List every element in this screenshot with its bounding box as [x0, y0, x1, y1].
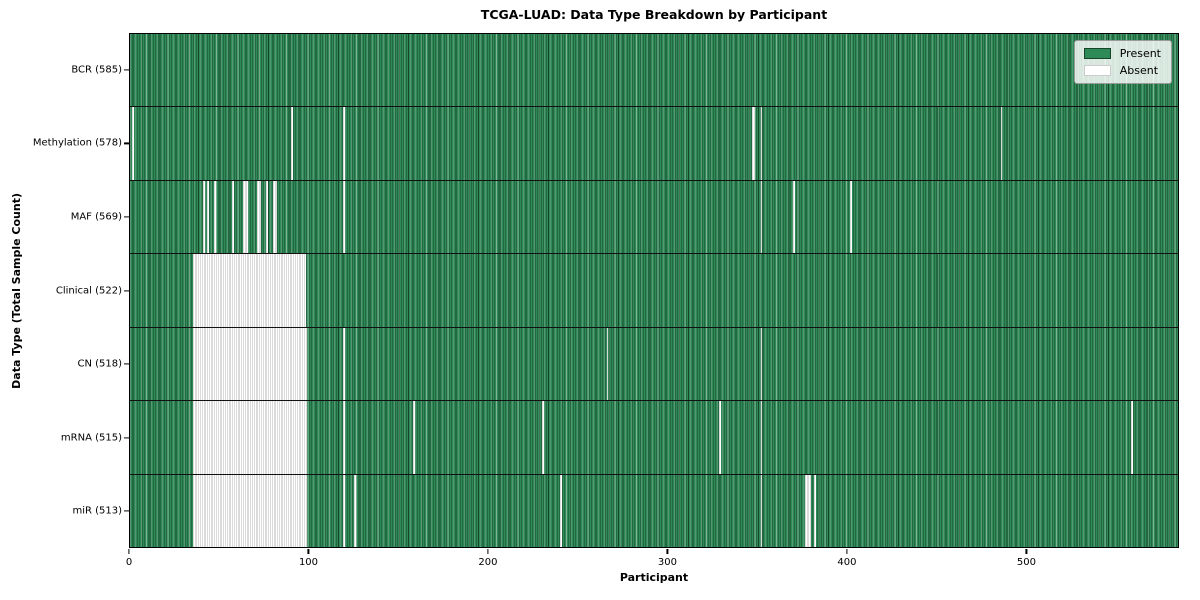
absent-segment [192, 474, 308, 547]
absent-segment [413, 401, 415, 474]
absent-segment [291, 107, 293, 180]
absent-segment [1000, 107, 1003, 180]
x-tick-label: 0 [125, 557, 133, 568]
absent-segment [214, 180, 216, 254]
plot-area: Present Absent [129, 33, 1179, 548]
x-tick-label: 500 [1016, 557, 1036, 568]
absent-segment [559, 474, 562, 547]
y-tick-label-cn: CN (518) [77, 358, 122, 370]
y-tick-mark [124, 216, 129, 218]
absent-segment [760, 401, 763, 474]
y-tick-label-mrna: mRNA (515) [60, 432, 122, 444]
absent-segment [192, 254, 306, 327]
absent-segment [266, 180, 268, 254]
y-tick-mark [124, 363, 129, 365]
y-tick-mark [124, 69, 129, 71]
absent-segment [192, 327, 308, 401]
legend-item-absent: Absent [1083, 64, 1161, 77]
y-tick-label-maf: MAF (569) [70, 211, 122, 223]
row-band-methylation [130, 107, 1178, 181]
absent-segment [131, 107, 134, 180]
x-tick-label: 100 [298, 557, 319, 568]
x-tick-label: 400 [837, 557, 857, 568]
legend-present-swatch-icon [1083, 48, 1111, 59]
legend-absent-swatch-icon [1083, 65, 1111, 76]
absent-segment [760, 327, 763, 401]
legend-label-present: Present [1119, 47, 1161, 60]
absent-segment [273, 180, 277, 254]
y-tick-label-methylation: Methylation (578) [32, 137, 122, 149]
x-tick-mark [1025, 549, 1028, 554]
absent-segment [203, 180, 206, 254]
absent-segment [232, 180, 234, 254]
y-tick-mark [124, 437, 129, 439]
row-band-clinical [130, 254, 1178, 328]
absent-segment [805, 474, 811, 547]
row-band-cn [130, 327, 1178, 402]
legend: Present Absent [1073, 40, 1172, 84]
row-band-bcr [130, 34, 1178, 108]
y-tick-marks [124, 33, 129, 548]
y-tick-mark [124, 142, 129, 144]
y-tick-mark [124, 510, 129, 512]
absent-segment [343, 401, 345, 474]
legend-label-absent: Absent [1119, 64, 1159, 77]
absent-segment [207, 180, 209, 254]
row-band-maf [130, 180, 1178, 255]
y-tick-label-clinical: Clinical (522) [55, 285, 122, 296]
absent-segment [353, 474, 356, 547]
absent-segment [751, 107, 756, 180]
row-band-mir [130, 474, 1178, 547]
absent-segment [343, 474, 345, 547]
x-axis-label: Participant [619, 571, 689, 584]
absent-segment [850, 180, 852, 254]
x-tick-mark [128, 549, 130, 554]
absent-segment [760, 180, 763, 254]
absent-segment [760, 107, 763, 180]
legend-item-present: Present [1083, 47, 1161, 60]
absent-segment [242, 180, 249, 254]
x-tick-mark [307, 549, 310, 554]
absent-segment [343, 327, 345, 401]
x-tick-label: 200 [478, 557, 498, 568]
absent-segment [257, 180, 261, 254]
x-tick-label: 300 [657, 557, 677, 568]
x-tick-mark [487, 549, 489, 554]
plot-rows [130, 34, 1178, 547]
absent-segment [814, 474, 817, 547]
y-tick-labels: BCR (585) Methylation (578) MAF (569) Clini… [0, 33, 122, 548]
chart-title: TCGA-LUAD: Data Type Breakdown by Partic… [480, 7, 828, 22]
absent-segment [192, 401, 308, 474]
y-tick-label-mir: miR (513) [72, 505, 122, 517]
absent-segment [343, 107, 345, 180]
absent-segment [792, 180, 795, 254]
y-tick-label-bcr: BCR (585) [71, 64, 122, 76]
absent-segment [343, 180, 345, 254]
y-tick-mark [124, 289, 129, 292]
x-tick-mark [666, 549, 669, 554]
absent-segment [1131, 401, 1134, 474]
x-ticks: 0 100 200 300 400 500 [125, 549, 1179, 575]
absent-segment [719, 401, 722, 474]
absent-segment [606, 327, 609, 401]
x-tick-mark [846, 549, 848, 554]
row-band-mrna [130, 401, 1178, 475]
absent-segment [542, 401, 544, 474]
absent-segment [760, 474, 763, 547]
